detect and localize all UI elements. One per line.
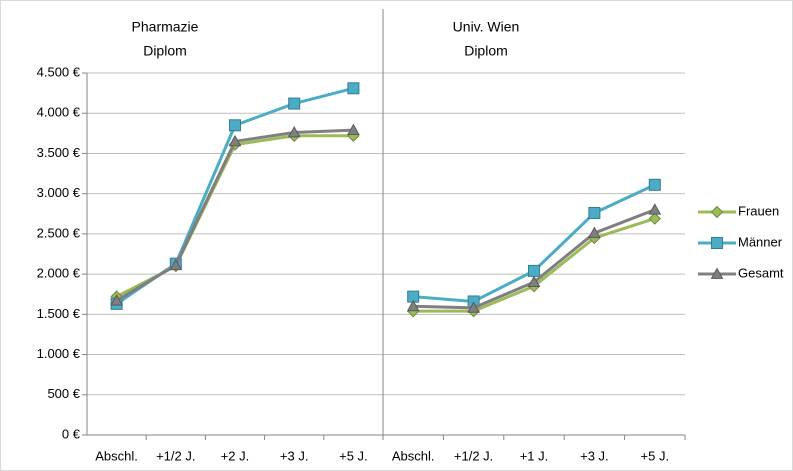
legend-marker [710,267,724,279]
data-point [648,203,662,215]
x-tick-label: Abschl. [392,448,435,463]
x-tick-label: +5 J. [339,448,368,463]
y-tick-label: 3.000 € [37,185,81,200]
y-tick-label: 4.500 € [37,64,81,79]
data-point [228,134,242,147]
data-point [648,178,661,191]
data-point [169,258,183,271]
data-point [527,275,541,288]
data-point [588,206,601,219]
x-tick-label: +2 J. [221,448,250,463]
y-tick-label: 2.000 € [37,266,81,281]
data-point [588,226,601,238]
data-point [347,123,360,136]
y-tick-label: 3.500 € [37,145,81,160]
y-tick-label: 1.500 € [37,306,81,321]
data-point [287,125,301,138]
y-tick-label: 4.000 € [37,105,81,120]
data-point [288,97,301,110]
panel-title: Diplom [143,43,187,59]
legend-label: Frauen [738,203,779,218]
x-tick-label: +1/2 J. [454,448,493,463]
y-tick-label: 500 € [47,386,80,401]
data-point [110,294,123,306]
x-tick-label: +3 J. [580,448,609,463]
panel-title: Diplom [464,43,508,59]
data-point [648,212,662,225]
x-tick-label: +3 J. [280,448,309,463]
data-point [347,82,360,95]
data-point [406,299,420,312]
legend-marker [710,205,724,219]
legend-label: Gesamt [738,265,784,280]
x-tick-label: +1/2 J. [156,448,195,463]
legend-marker [711,237,723,249]
panel-title: Univ. Wien [453,19,520,35]
data-point [528,264,540,277]
data-point [467,301,480,313]
panel-title: Pharmazie [132,19,199,35]
x-tick-label: +5 J. [641,448,670,463]
data-point [229,119,241,132]
y-tick-label: 0 € [62,426,81,441]
y-tick-label: 1.000 € [37,346,81,361]
y-tick-label: 2.500 € [37,225,81,240]
x-tick-label: +1 J. [520,448,549,463]
legend-label: Männer [738,234,783,249]
x-tick-label: Abschl. [95,448,138,463]
